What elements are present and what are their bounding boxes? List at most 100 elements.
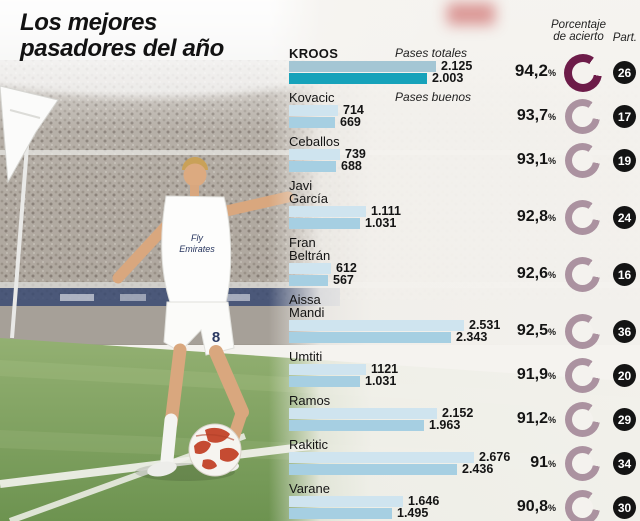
pases-totales-bar (289, 408, 437, 419)
pases-totales-bar (289, 320, 464, 331)
player-bars-block: Umtiti 1121 1.031 (289, 350, 640, 387)
soccer-ball-icon (188, 423, 242, 477)
bars: 1.646 1.495 (289, 494, 640, 519)
accuracy-donut-icon (565, 99, 600, 134)
title-line1: Los mejores (20, 9, 157, 36)
player-name-text: Umtiti (289, 349, 323, 364)
player-bars-block: Aissa Mandi 2.531 2.343 (289, 293, 640, 343)
pases-totales-bar (289, 263, 331, 274)
pases-buenos-value: 1.963 (429, 418, 461, 432)
player-name: Rakitic (289, 438, 640, 451)
accuracy-value: 91,9% (517, 367, 556, 384)
buenos-bar-line: 688 (289, 159, 640, 173)
buenos-bar-line: 669 (289, 115, 640, 129)
accuracy-number: 92,5 (516, 322, 548, 339)
player-bars-block: Ceballos 739 688 (289, 135, 640, 172)
totales-bar-line: 2.125 (289, 60, 640, 72)
buenos-bar-line: 567 (289, 273, 640, 287)
pases-buenos-bar (289, 420, 424, 431)
player-name: Umtiti (289, 350, 640, 363)
accuracy-header-line2: de acierto (553, 30, 604, 43)
player-name: Fran Beltrán (289, 236, 640, 262)
accuracy-number: 91,9 (516, 366, 548, 383)
player-row: Aissa Mandi 2.531 2.343 92,5% 36 (289, 293, 640, 349)
totales-bar-line: 1.111 (289, 205, 640, 217)
accuracy-value: 91% (530, 455, 556, 472)
accuracy-number: 93,7 (516, 107, 548, 124)
bars: 1121 1.031 (289, 363, 640, 388)
series-label-buenos: Pases buenos (395, 90, 472, 104)
accuracy-donut-icon (565, 200, 600, 235)
percent-sign: % (547, 156, 556, 166)
player-bars-block: KROOS Pases totales 2.125 2.003 (289, 47, 640, 84)
accuracy-number: 90,8 (516, 498, 548, 515)
player-bars-block: Varane 1.646 1.495 (289, 482, 640, 519)
player-name-text: Aissa (289, 292, 321, 307)
totales-bar-line: 2.531 (289, 319, 640, 331)
accuracy-number: 92,8 (516, 208, 548, 225)
jersey-sponsor-text: Fly (191, 233, 203, 243)
pases-totales-value: 739 (345, 147, 366, 161)
accuracy-donut-icon (565, 402, 600, 437)
pases-buenos-value: 567 (333, 273, 354, 287)
pases-buenos-value: 2.003 (432, 71, 464, 85)
percent-sign: % (547, 213, 556, 223)
pases-buenos-value: 2.436 (462, 462, 494, 476)
percent-sign: % (547, 327, 556, 337)
bars: 2.531 2.343 (289, 319, 640, 343)
pases-totales-value: 2.676 (479, 450, 511, 464)
pases-buenos-bar (289, 464, 457, 475)
accuracy-header-line1: Porcentaje (551, 19, 606, 31)
pases-buenos-value: 1.031 (365, 374, 397, 388)
player-name-text: KROOS (289, 46, 339, 61)
pases-totales-bar (289, 496, 403, 507)
pases-totales-bar (289, 206, 366, 217)
player-head (183, 163, 207, 187)
pases-totales-value: 1.646 (408, 494, 440, 508)
participation-badge: 24 (613, 206, 636, 229)
player-rows: KROOS Pases totales 2.125 2.003 94,2% 26 … (289, 47, 640, 521)
pases-buenos-bar (289, 332, 451, 343)
pases-buenos-value: 1.031 (365, 216, 397, 230)
accuracy-number: 92,6 (516, 265, 548, 282)
buenos-bar-line: 1.031 (289, 216, 640, 230)
participation-column-header: Part. (612, 32, 637, 44)
accuracy-value: 93,7% (517, 108, 556, 125)
pases-buenos-bar (289, 275, 328, 286)
pases-buenos-bar (289, 73, 427, 84)
player-name-text: Beltrán (289, 248, 331, 263)
totales-bar-line: 2.676 (289, 450, 640, 464)
accuracy-donut-icon (564, 54, 602, 92)
pases-totales-value: 612 (336, 261, 357, 275)
player-name: Kovacic Pases buenos (289, 90, 640, 105)
bars: 1.111 1.031 (289, 205, 640, 230)
pases-buenos-value: 688 (341, 159, 362, 173)
player-row: Rakitic 2.676 2.436 91% 34 (289, 438, 640, 481)
bars: 714 669 (289, 104, 640, 129)
participation-badge: 36 (613, 320, 636, 343)
accuracy-donut-icon (565, 358, 600, 393)
player-name: Varane (289, 482, 640, 495)
pases-buenos-value: 669 (340, 115, 361, 129)
accuracy-column-header: Porcentaje de acierto (551, 19, 606, 43)
title-line2: pasadores del año (20, 34, 224, 62)
series-label-totales: Pases totales (395, 46, 468, 60)
accuracy-donut-icon (565, 490, 600, 521)
percent-sign: % (547, 112, 556, 122)
buenos-bar-line: 2.003 (289, 71, 640, 85)
player-row: Varane 1.646 1.495 90,8% 30 (289, 482, 640, 521)
player-bars-block: Ramos 2.152 1.963 (289, 394, 640, 431)
accuracy-donut-icon (565, 257, 600, 292)
buenos-bar-line: 1.495 (289, 507, 640, 519)
accuracy-value: 92,5% (517, 323, 556, 340)
accuracy-value: 93,1% (517, 152, 556, 169)
participation-badge: 30 (613, 496, 636, 519)
player-name-text: Rakitic (289, 437, 329, 452)
bars: 2.125 2.003 (289, 60, 640, 85)
player-row: Umtiti 1121 1.031 91,9% 20 (289, 350, 640, 393)
player-name-text: Javi (289, 178, 313, 193)
jersey-sponsor-text: Emirates (179, 244, 215, 254)
pases-totales-bar (289, 61, 436, 72)
accuracy-number: 91 (530, 454, 548, 471)
accuracy-donut-icon (565, 446, 600, 481)
